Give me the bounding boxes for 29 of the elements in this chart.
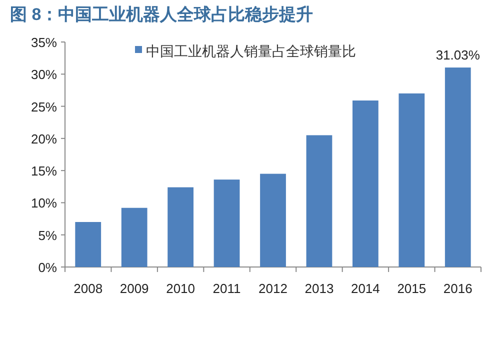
x-tick-label: 2008 (74, 281, 103, 296)
bar (121, 208, 148, 267)
x-tick-label: 2009 (120, 281, 149, 296)
x-tick-label: 2015 (397, 281, 426, 296)
x-tick-label: 2012 (258, 281, 288, 296)
bar (168, 187, 194, 267)
bar (444, 68, 471, 267)
data-label: 31.03% (436, 48, 480, 63)
x-tick-label: 2014 (350, 281, 380, 296)
y-tick-label: 10% (30, 196, 58, 211)
chart-title: 图 8：中国工业机器人全球占比稳步提升 (10, 5, 314, 24)
bar (398, 93, 425, 267)
legend-label: 中国工业机器人销量占全球销量比 (146, 43, 356, 59)
x-tick-label: 2010 (166, 281, 196, 296)
y-tick-label: 25% (30, 99, 58, 114)
x-tick-label: 2011 (212, 281, 241, 296)
bar (260, 174, 286, 267)
bar (352, 100, 378, 267)
y-tick-label: 35% (30, 35, 58, 50)
y-tick-label: 5% (38, 228, 58, 243)
bar (306, 135, 332, 267)
y-tick-label: 20% (30, 131, 58, 146)
y-tick-label: 30% (30, 67, 58, 82)
y-tick-label: 0% (38, 260, 58, 275)
y-tick-label: 15% (30, 164, 58, 179)
bar (214, 180, 240, 267)
x-tick-label: 2016 (443, 281, 472, 296)
bar (75, 222, 102, 267)
x-tick-label: 2013 (304, 281, 334, 296)
